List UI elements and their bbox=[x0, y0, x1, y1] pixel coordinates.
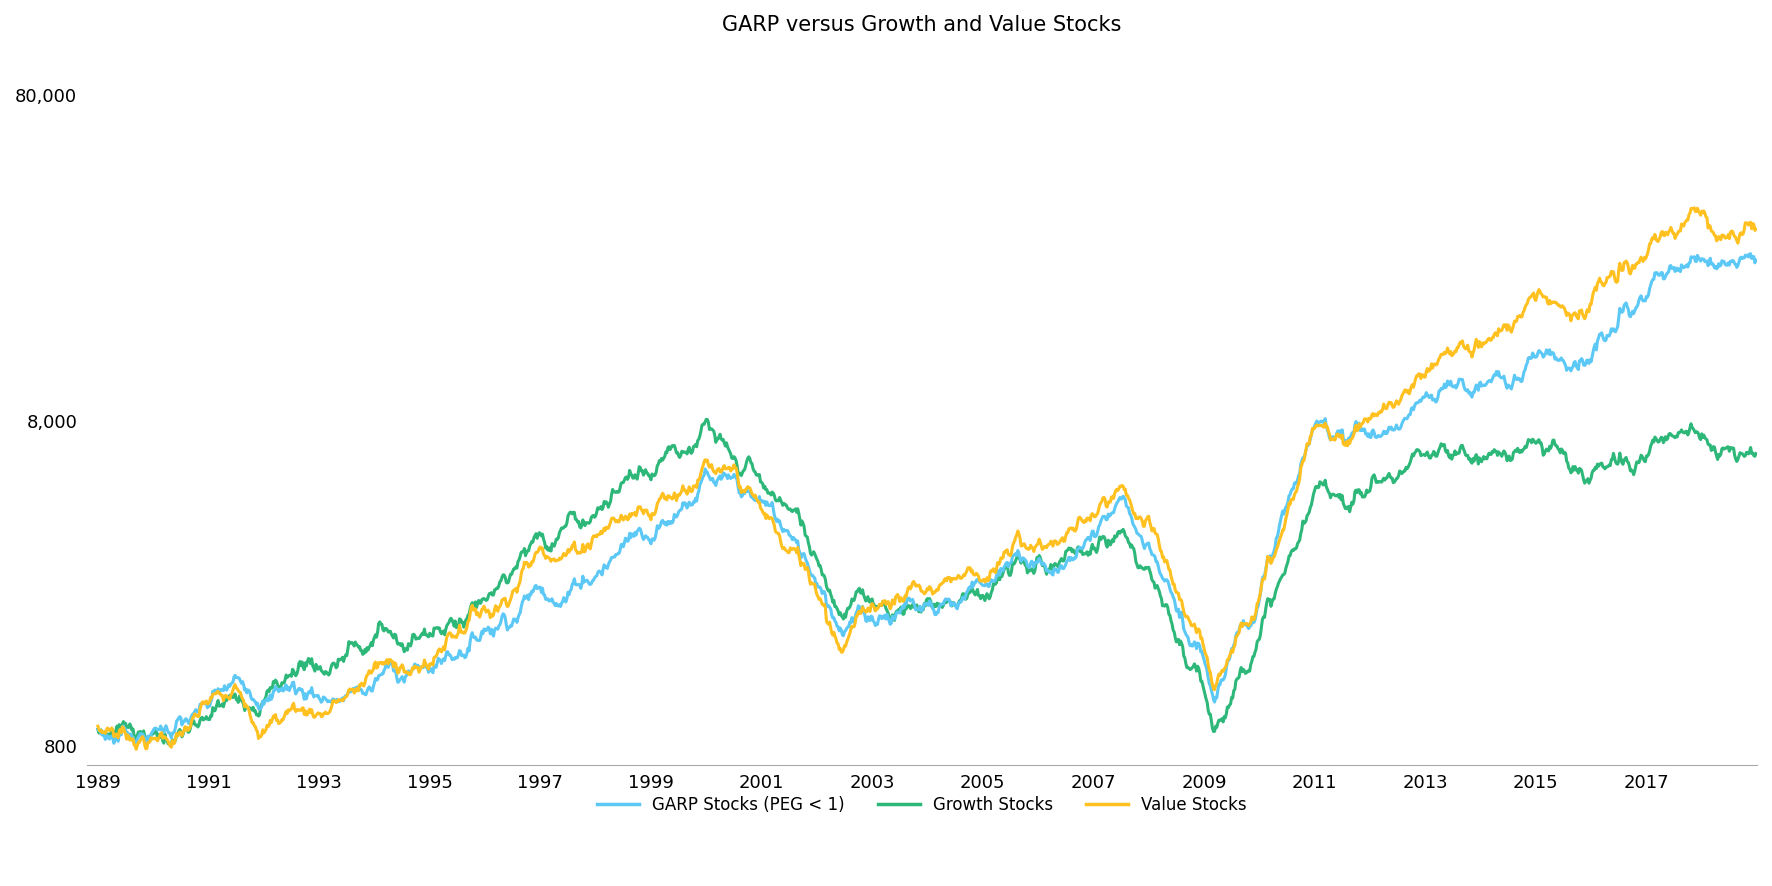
Legend: GARP Stocks (PEG < 1), Growth Stocks, Value Stocks: GARP Stocks (PEG < 1), Growth Stocks, Va… bbox=[590, 789, 1253, 820]
Title: GARP versus Growth and Value Stocks: GARP versus Growth and Value Stocks bbox=[723, 15, 1122, 35]
